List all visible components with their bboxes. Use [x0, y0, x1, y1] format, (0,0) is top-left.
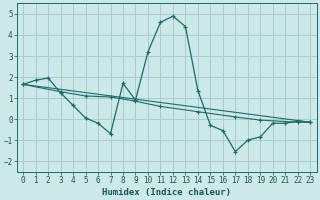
X-axis label: Humidex (Indice chaleur): Humidex (Indice chaleur): [102, 188, 231, 197]
